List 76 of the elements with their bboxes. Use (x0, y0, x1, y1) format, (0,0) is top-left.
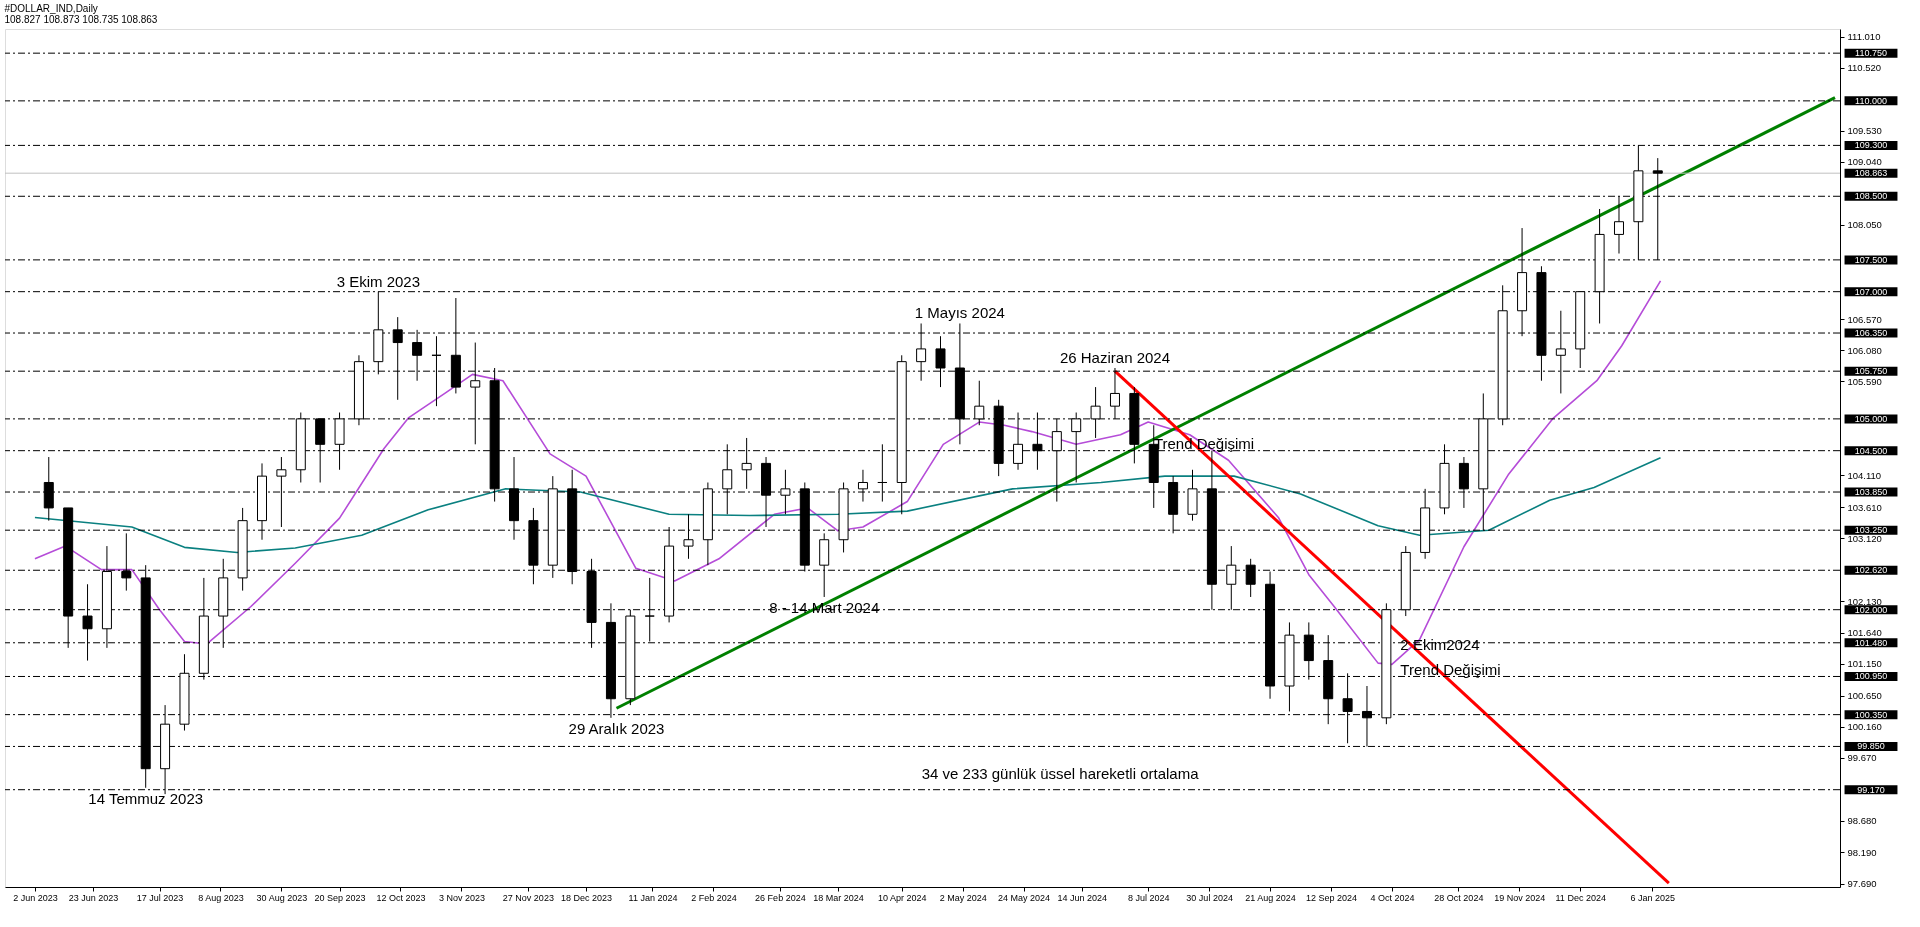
x-tick-label: 2 Jun 2023 (13, 892, 58, 903)
y-tick-label: 101.150 (1847, 658, 1882, 670)
y-tick-label: 100.160 (1847, 721, 1882, 733)
x-tick-label: 20 Sep 2023 (314, 892, 366, 903)
x-tick-label: 11 Jan 2024 (628, 892, 678, 903)
x-tick-label: 19 Nov 2024 (1494, 892, 1546, 903)
y-tick-label: 102.130 (1847, 595, 1882, 607)
ref-line-label: 103.850 (1854, 487, 1888, 498)
ref-line-label: 102.620 (1854, 565, 1888, 576)
y-tick-label: 111.010 (1847, 31, 1881, 43)
x-tick-label: 21 Aug 2024 (1245, 892, 1296, 903)
candlestick (1613, 195, 1624, 255)
y-tick-label: 110.520 (1847, 62, 1882, 74)
x-tick-label: 6 Jan 2025 (1630, 892, 1675, 903)
x-tick-label: 18 Dec 2023 (561, 892, 613, 903)
x-tick-label: 10 Apr 2024 (877, 892, 927, 903)
x-tick-label: 23 Jun 2023 (68, 892, 119, 903)
y-tick-label: 98.190 (1847, 846, 1877, 858)
y-tick-label: 109.040 (1847, 156, 1882, 168)
x-tick-label: 14 Jun 2024 (1057, 892, 1108, 903)
annotation: 1 Mayıs 2024 (914, 304, 1005, 322)
x-tick-label: 4 Oct 2024 (1370, 892, 1415, 903)
ref-line-label: 99.850 (1857, 741, 1885, 752)
ref-line-label: 107.000 (1854, 286, 1888, 297)
ref-line-label: 105.750 (1854, 366, 1888, 377)
annotation: 34 ve 233 günlük üssel hareketli ortalama (921, 764, 1200, 782)
x-tick-label: 2 Feb 2024 (691, 892, 737, 903)
ref-line-label: 106.350 (1854, 328, 1888, 339)
x-tick-label: 8 Jul 2024 (1127, 892, 1170, 903)
ref-line-label: 110.000 (1855, 95, 1887, 106)
y-tick-label: 108.050 (1847, 219, 1882, 231)
x-tick-label: 2 May 2024 (939, 892, 987, 903)
x-tick-label: 12 Oct 2023 (376, 892, 426, 903)
x-tick-label: 30 Aug 2023 (256, 892, 308, 903)
chart-subtitle: 108.827 108.873 108.735 108.863 (4, 14, 158, 25)
x-tick-label: 30 Jul 2024 (1186, 892, 1233, 903)
x-tick-label: 12 Sep 2024 (1305, 892, 1357, 903)
ref-line-label: 108.500 (1854, 191, 1888, 202)
annotation: 29 Aralık 2023 (568, 719, 665, 737)
ref-line-label: 108.863 (1854, 168, 1888, 179)
x-tick-label: 8 Aug 2023 (198, 892, 244, 903)
x-tick-label: 17 Jul 2023 (136, 892, 184, 903)
chart-title: #DOLLAR_IND,Daily (4, 3, 98, 14)
annotation: 26 Haziran 2024 (1059, 349, 1171, 366)
ref-line-label: 99.170 (1857, 784, 1885, 795)
ref-line-label: 101.480 (1854, 637, 1888, 648)
ref-line-label: 104.500 (1854, 445, 1888, 456)
ref-line-label: 105.000 (1854, 413, 1888, 424)
y-tick-label: 106.080 (1847, 344, 1882, 356)
annotation: 3 Ekim 2023 (336, 272, 421, 290)
ref-line-label: 100.950 (1854, 671, 1888, 682)
ref-line-label: 102.000 (1854, 604, 1888, 615)
x-tick-label: 26 Feb 2024 (755, 892, 806, 903)
y-tick-label: 98.680 (1847, 815, 1877, 827)
ref-line-label: 110.750 (1855, 48, 1887, 59)
y-tick-label: 109.530 (1847, 125, 1882, 137)
x-tick-label: 28 Oct 2024 (1434, 892, 1484, 903)
ref-line-label: 107.500 (1854, 254, 1888, 265)
x-tick-label: 24 May 2024 (998, 892, 1051, 903)
y-tick-label: 101.640 (1847, 627, 1882, 639)
y-tick-label: 100.650 (1847, 690, 1882, 702)
x-tick-label: 3 Nov 2023 (438, 892, 485, 903)
line-series (34, 456, 1662, 554)
ref-line-label: 100.350 (1854, 709, 1888, 720)
y-tick-label: 105.590 (1847, 375, 1882, 387)
x-tick-label: 27 Nov 2023 (502, 892, 554, 903)
x-tick-label: 11 Dec 2024 (1555, 892, 1606, 903)
ref-line-label: 109.300 (1854, 140, 1888, 151)
annotation: Trend Değişimi (1400, 661, 1501, 679)
y-tick-label: 106.570 (1847, 313, 1882, 325)
y-tick-label: 99.670 (1847, 752, 1877, 764)
y-tick-label: 97.690 (1847, 878, 1877, 890)
annotation: 14 Temmuz 2023 (88, 789, 204, 807)
y-tick-label: 103.610 (1847, 501, 1882, 513)
y-tick-label: 104.110 (1847, 469, 1882, 481)
x-tick-label: 18 Mar 2024 (813, 892, 864, 903)
